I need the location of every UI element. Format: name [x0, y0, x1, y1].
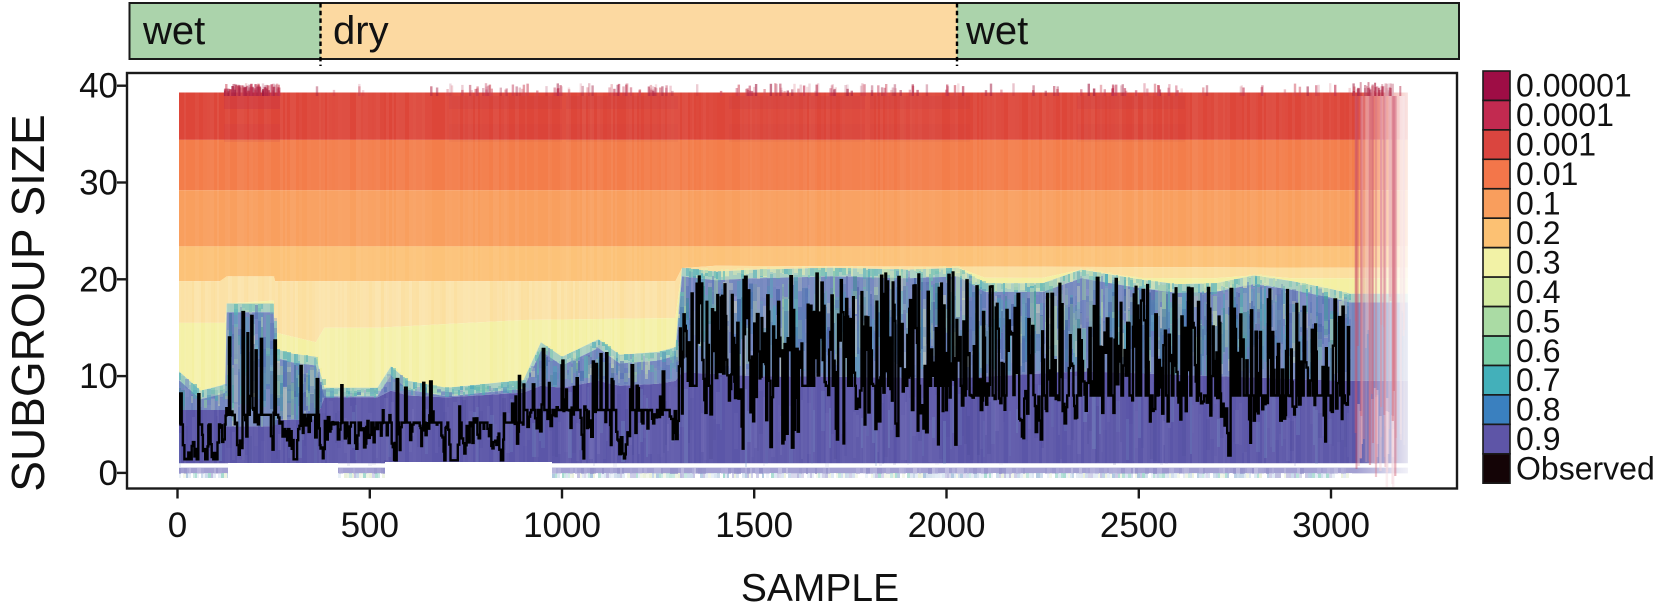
svg-text:0.001: 0.001	[1516, 127, 1596, 163]
svg-text:0: 0	[99, 454, 118, 493]
svg-text:0.8: 0.8	[1516, 392, 1560, 428]
svg-text:0.00001: 0.00001	[1516, 68, 1632, 104]
svg-text:2500: 2500	[1100, 506, 1178, 545]
svg-text:0: 0	[168, 506, 187, 545]
svg-text:30: 30	[79, 164, 118, 203]
svg-text:10: 10	[79, 357, 118, 396]
svg-text:wet: wet	[965, 9, 1028, 53]
svg-text:0.4: 0.4	[1516, 274, 1560, 310]
svg-text:wet: wet	[142, 9, 205, 53]
svg-text:SAMPLE: SAMPLE	[741, 567, 899, 606]
svg-text:0.6: 0.6	[1516, 333, 1560, 369]
svg-text:20: 20	[79, 260, 118, 299]
svg-text:2000: 2000	[908, 506, 986, 545]
svg-text:1500: 1500	[715, 506, 793, 545]
svg-text:0.1: 0.1	[1516, 186, 1560, 222]
svg-text:1000: 1000	[523, 506, 601, 545]
svg-text:0.01: 0.01	[1516, 156, 1578, 192]
svg-text:Observed: Observed	[1516, 451, 1654, 487]
svg-text:0.9: 0.9	[1516, 421, 1560, 457]
svg-text:0.2: 0.2	[1516, 215, 1560, 251]
svg-text:3000: 3000	[1292, 506, 1370, 545]
svg-text:0.3: 0.3	[1516, 244, 1560, 280]
svg-text:40: 40	[79, 67, 118, 106]
svg-text:SUBGROUP SIZE: SUBGROUP SIZE	[2, 114, 54, 491]
svg-text:0.5: 0.5	[1516, 303, 1560, 339]
svg-text:500: 500	[341, 506, 399, 545]
svg-text:dry: dry	[333, 9, 389, 53]
svg-text:0.7: 0.7	[1516, 362, 1560, 398]
svg-text:0.0001: 0.0001	[1516, 97, 1614, 133]
